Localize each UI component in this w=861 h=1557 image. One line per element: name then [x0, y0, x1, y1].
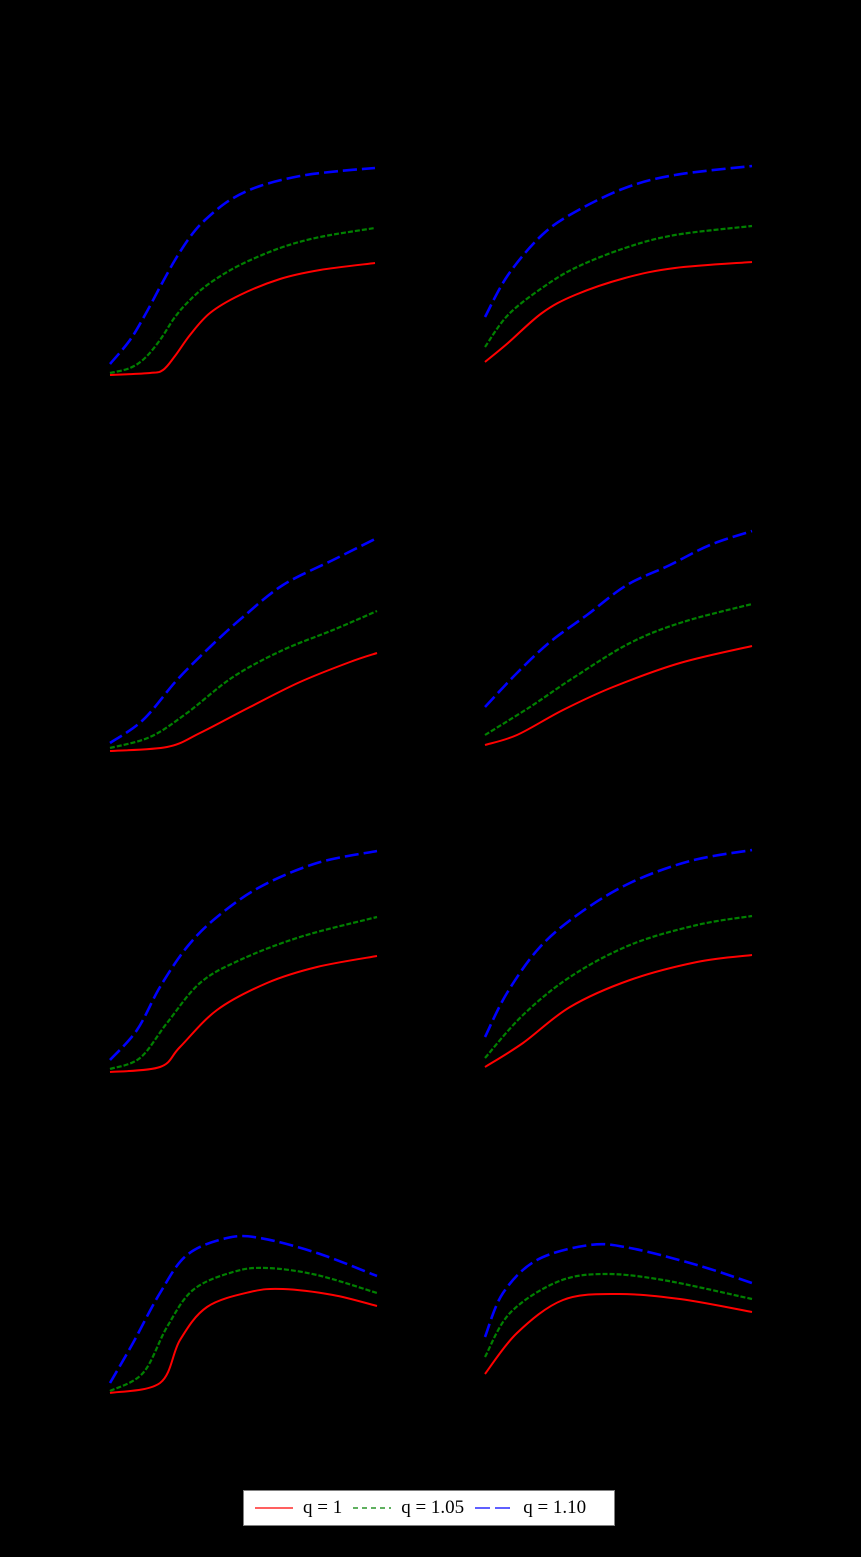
series-line-q1 — [109, 1287, 378, 1394]
panel-6 — [483, 848, 753, 1068]
legend-swatch-dashed-green-icon — [353, 1506, 392, 1510]
panel-2 — [483, 164, 753, 363]
legend-entry-q105: q = 1.05 — [353, 1497, 464, 1519]
panel-4 — [484, 529, 753, 746]
series-line-q1 — [484, 1292, 753, 1375]
series-line-q105 — [484, 914, 753, 1059]
series-line-q110 — [483, 164, 753, 318]
legend-label-q110: q = 1.10 — [523, 1497, 587, 1518]
legend-label-q105: q = 1.05 — [401, 1497, 465, 1518]
series-line-q105 — [109, 1266, 378, 1392]
legend-entry-q1: q = 1 — [255, 1497, 342, 1519]
legend-label-q1: q = 1 — [303, 1497, 343, 1518]
series-line-q1 — [109, 955, 378, 1073]
series-line-q105 — [109, 915, 378, 1071]
series-line-q110 — [483, 848, 753, 1038]
panel-7 — [108, 1234, 378, 1394]
panel-3 — [109, 536, 378, 752]
series-line-q110 — [484, 529, 753, 708]
series-line-q110 — [109, 849, 378, 1061]
panel-8 — [483, 1242, 753, 1375]
series-line-q110 — [483, 1242, 753, 1338]
series-line-q1 — [484, 261, 753, 363]
panel-5 — [109, 849, 378, 1073]
series-line-q110 — [108, 166, 376, 365]
chart-panels — [108, 164, 753, 1394]
series-line-q105 — [109, 226, 376, 375]
panel-1 — [108, 166, 376, 376]
series-line-q110 — [109, 536, 378, 745]
legend-swatch-solid-red-icon — [255, 1506, 293, 1510]
chart-legend: q = 1 q = 1.05 q = 1.10 — [243, 1490, 615, 1526]
legend-entry-q110: q = 1.10 — [475, 1497, 586, 1519]
legend-swatch-longdash-blue-icon — [475, 1506, 514, 1510]
series-line-q1 — [484, 954, 753, 1068]
series-line-q1 — [484, 645, 753, 746]
series-line-q105 — [484, 1272, 753, 1358]
series-line-q105 — [109, 609, 378, 750]
series-line-q105 — [484, 224, 753, 348]
series-line-q1 — [109, 262, 376, 376]
series-line-q105 — [484, 602, 753, 736]
series-line-q110 — [108, 1234, 378, 1384]
series-line-q1 — [109, 652, 378, 752]
